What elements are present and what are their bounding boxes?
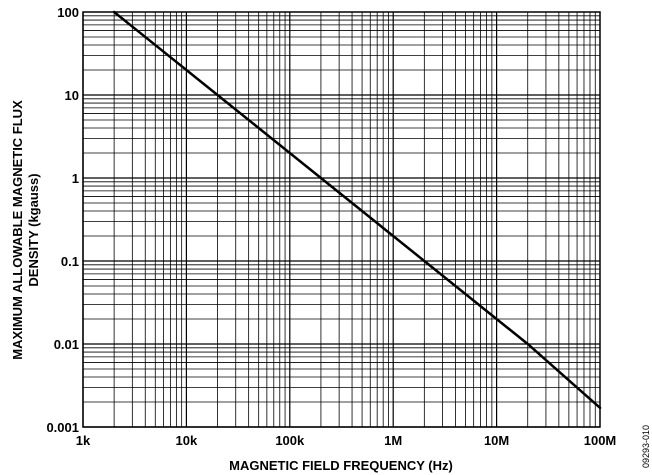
y-tick-label: 0.001 — [46, 420, 79, 435]
y-tick-label: 0.01 — [54, 337, 79, 352]
series-line-0 — [114, 12, 600, 408]
grid — [83, 12, 600, 427]
figure-id: 09293-010 — [641, 425, 651, 468]
x-tick-label: 100k — [275, 433, 305, 448]
x-tick-label: 1k — [76, 433, 91, 448]
y-tick-label: 0.1 — [61, 254, 79, 269]
series-layer — [114, 12, 600, 408]
y-tick-label: 100 — [57, 5, 79, 20]
x-tick-label: 10M — [484, 433, 509, 448]
y-tick-labels: 0.001 0.01 0.1 1 10 100 — [46, 5, 79, 435]
x-tick-label: 100M — [584, 433, 617, 448]
x-tick-label: 1M — [384, 433, 402, 448]
x-tick-labels: 1k 10k 100k 1M 10M 100M — [76, 433, 617, 448]
y-axis-title-line1: MAXIMUM ALLOWABLE MAGNETIC FLUX — [10, 100, 25, 360]
x-axis-title: MAGNETIC FIELD FREQUENCY (Hz) — [229, 458, 453, 473]
x-tick-label: 10k — [176, 433, 198, 448]
y-axis-title-line2: DENSITY (kgauss) — [26, 173, 41, 286]
y-tick-label: 10 — [65, 88, 79, 103]
plot-frame — [83, 12, 600, 427]
y-tick-label: 1 — [72, 171, 79, 186]
